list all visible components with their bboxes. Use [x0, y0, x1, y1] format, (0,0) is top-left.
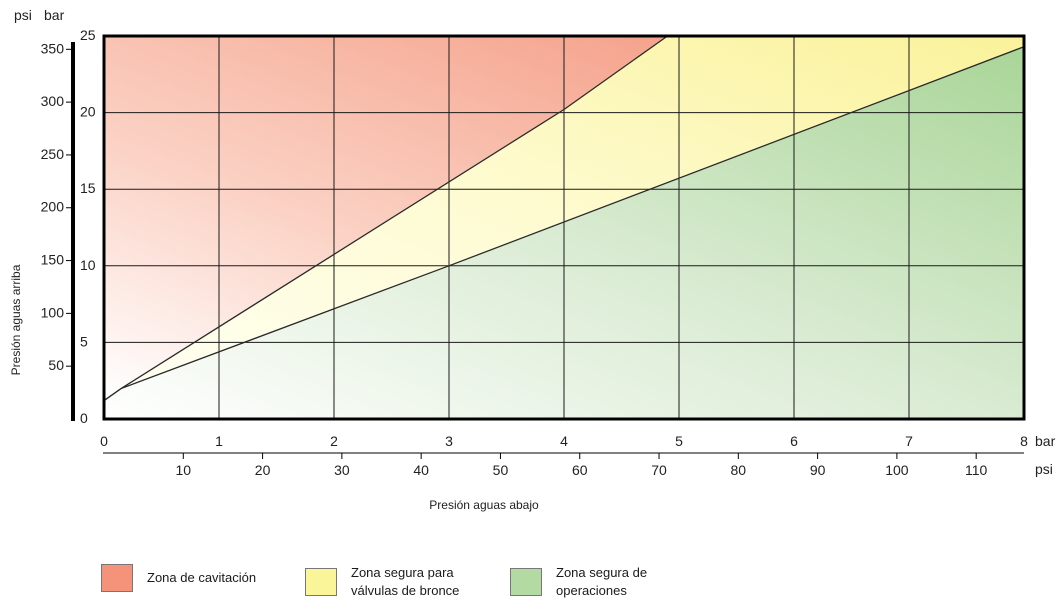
x-tick-bar: 6 — [790, 433, 798, 449]
x-tick-bar: 4 — [560, 433, 568, 449]
x-tick-bar: 7 — [905, 433, 913, 449]
x-axis-title: Presión aguas abajo — [429, 498, 539, 512]
x-tick-bar: 5 — [675, 433, 683, 449]
y-tick-psi: 100 — [41, 304, 65, 320]
y-tick-psi: 350 — [41, 40, 65, 56]
y-axis-title: Presión aguas arriba — [9, 264, 23, 375]
y-tick-bar: 15 — [80, 180, 96, 196]
y-tick-bar: 25 — [80, 27, 96, 43]
x-tick-psi: 70 — [651, 462, 667, 478]
y-tick-psi: 250 — [41, 146, 65, 162]
x-tick-psi: 110 — [965, 462, 988, 478]
y-unit-bar: bar — [44, 7, 65, 23]
x-tick-psi: 20 — [255, 462, 271, 478]
y-tick-bar: 20 — [80, 104, 96, 120]
x-tick-psi: 90 — [810, 462, 826, 478]
y-unit-psi: psi — [14, 7, 32, 23]
y-tick-bar: 0 — [80, 410, 88, 426]
x-tick-psi: 100 — [885, 462, 909, 478]
y-tick-psi: 150 — [41, 252, 65, 268]
x-tick-bar: 1 — [215, 433, 223, 449]
y-tick-psi: 50 — [48, 357, 64, 373]
x-tick-psi: 10 — [176, 462, 192, 478]
plot-frame — [102, 34, 1026, 421]
x-tick-bar: 2 — [330, 433, 338, 449]
x-tick-psi: 30 — [334, 462, 350, 478]
x-tick-psi: 60 — [572, 462, 588, 478]
x-tick-bar: 3 — [445, 433, 453, 449]
x-unit-psi: psi — [1035, 461, 1053, 477]
x-tick-psi: 80 — [731, 462, 747, 478]
x-tick-psi: 50 — [493, 462, 509, 478]
x-tick-bar: 8 — [1020, 433, 1028, 449]
x-tick-bar: 0 — [100, 433, 108, 449]
boundary-bronze-valves — [103, 46, 1025, 402]
y-tick-psi: 300 — [41, 93, 65, 109]
x-unit-bar: bar — [1035, 433, 1056, 449]
y-tick-psi: 200 — [41, 199, 65, 215]
x-tick-psi: 40 — [413, 462, 429, 478]
y-tick-bar: 5 — [80, 333, 88, 349]
y-tick-bar: 10 — [80, 257, 96, 273]
